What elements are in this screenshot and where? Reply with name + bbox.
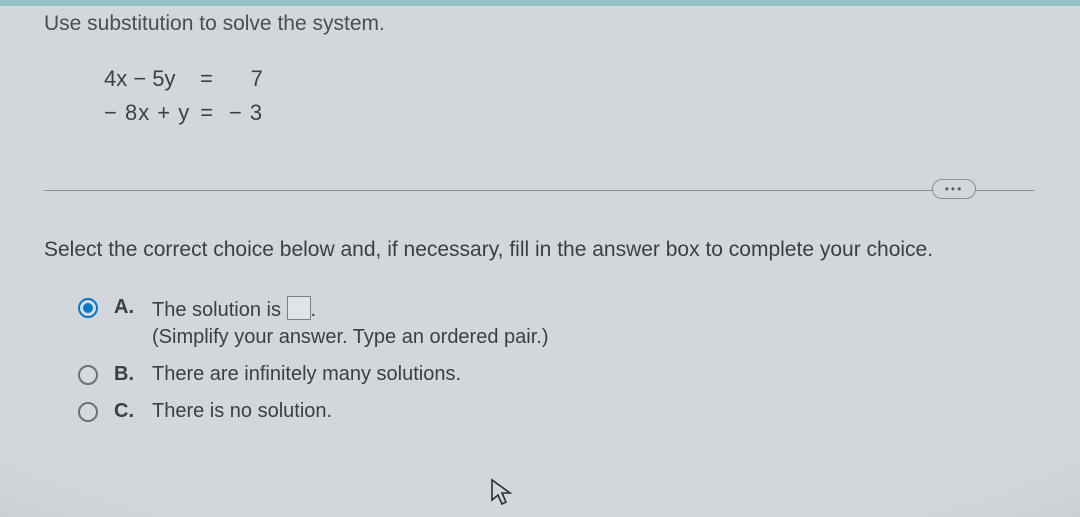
choice-b-text: There are infinitely many solutions. xyxy=(152,363,461,386)
instruction-text: Use substitution to solve the system. xyxy=(44,12,1034,36)
choice-a-text: The solution is . xyxy=(152,296,548,322)
eq1-lhs: 4x − 5y xyxy=(104,62,190,96)
choice-letter-b: B. xyxy=(114,363,136,386)
answer-input[interactable] xyxy=(287,296,311,320)
divider-line xyxy=(44,190,1034,191)
choice-prompt: Select the correct choice below and, if … xyxy=(44,238,1034,262)
eq2-eq: = xyxy=(200,96,213,130)
choice-a: A. The solution is . (Simplify your answ… xyxy=(78,296,1034,349)
more-options-pill[interactable]: ••• xyxy=(932,179,976,199)
top-accent-bar xyxy=(0,0,1080,6)
eq2-rhs: − 3 xyxy=(223,96,263,130)
eq1-eq: = xyxy=(200,62,213,96)
section-divider: ••• xyxy=(44,176,1034,204)
choice-a-pre: The solution is xyxy=(152,299,287,321)
question-card: Use substitution to solve the system. 4x… xyxy=(44,12,1034,437)
choice-a-body: The solution is . (Simplify your answer.… xyxy=(152,296,548,349)
radio-b[interactable] xyxy=(78,365,98,385)
choice-a-post: . xyxy=(311,299,317,321)
radio-c[interactable] xyxy=(78,402,98,422)
choice-b: B. There are infinitely many solutions. xyxy=(78,363,1034,386)
choice-letter-a: A. xyxy=(114,296,136,319)
eq2-lhs: − 8x + y xyxy=(104,96,190,130)
choice-letter-c: C. xyxy=(114,400,136,423)
choice-list: A. The solution is . (Simplify your answ… xyxy=(78,296,1034,423)
equation-system: 4x − 5y = 7 − 8x + y = − 3 xyxy=(104,62,1034,130)
equation-row: 4x − 5y = 7 xyxy=(104,62,1034,96)
eq1-rhs: 7 xyxy=(223,62,263,96)
choice-a-hint: (Simplify your answer. Type an ordered p… xyxy=(152,326,548,349)
equation-row: − 8x + y = − 3 xyxy=(104,96,1034,130)
cursor-icon xyxy=(490,478,514,508)
radio-a[interactable] xyxy=(78,298,98,318)
choice-c: C. There is no solution. xyxy=(78,400,1034,423)
choice-c-text: There is no solution. xyxy=(152,400,332,423)
